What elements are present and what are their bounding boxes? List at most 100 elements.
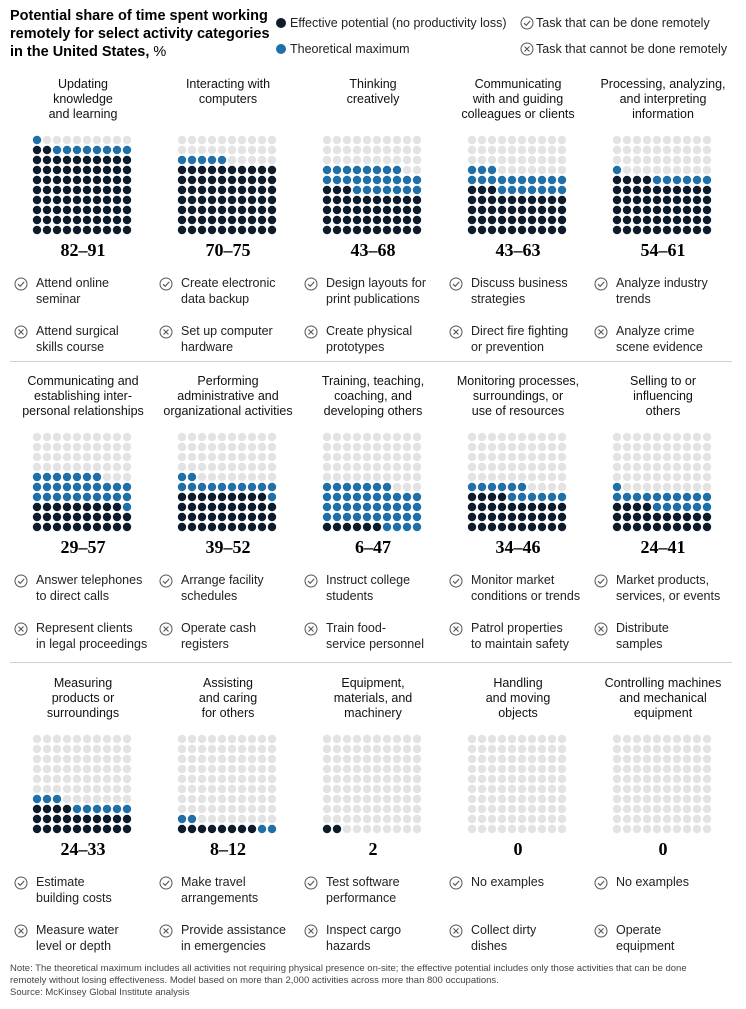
empty-dot xyxy=(187,794,197,804)
empty-dot xyxy=(342,155,352,165)
empty-dot xyxy=(392,784,402,794)
effective-dot xyxy=(467,512,477,522)
theoretical-dot xyxy=(42,472,52,482)
empty-dot xyxy=(187,452,197,462)
empty-dot xyxy=(487,432,497,442)
empty-dot xyxy=(187,734,197,744)
effective-dot xyxy=(62,522,72,532)
theoretical-dot xyxy=(392,492,402,502)
empty-dot xyxy=(702,814,712,824)
empty-dot xyxy=(197,452,207,462)
empty-dot xyxy=(702,462,712,472)
effective-dot xyxy=(217,512,227,522)
effective-dot xyxy=(517,215,527,225)
empty-dot xyxy=(382,462,392,472)
empty-dot xyxy=(227,754,237,764)
effective-dot xyxy=(332,824,342,834)
empty-dot xyxy=(92,442,102,452)
effective-dot xyxy=(227,185,237,195)
empty-dot xyxy=(527,824,537,834)
empty-dot xyxy=(702,482,712,492)
empty-dot xyxy=(662,452,672,462)
empty-dot xyxy=(692,754,702,764)
theoretical-dot xyxy=(702,502,712,512)
empty-dot xyxy=(557,462,567,472)
theoretical-dot xyxy=(702,175,712,185)
effective-dot xyxy=(207,205,217,215)
effective-dot xyxy=(102,814,112,824)
theoretical-dot xyxy=(187,814,197,824)
empty-dot xyxy=(547,462,557,472)
empty-dot xyxy=(177,744,187,754)
task-line: seminar xyxy=(36,292,81,306)
task-line: in emergencies xyxy=(181,939,266,953)
empty-dot xyxy=(612,432,622,442)
category-panel: Communicating with and guiding colleagues … xyxy=(445,77,591,372)
effective-dot xyxy=(197,215,207,225)
legend-remote-no: Task that cannot be done remotely xyxy=(520,41,744,57)
empty-dot xyxy=(92,462,102,472)
empty-dot xyxy=(322,754,332,764)
empty-dot xyxy=(247,794,257,804)
empty-dot xyxy=(82,764,92,774)
empty-dot xyxy=(622,824,632,834)
category-title-line: knowledge xyxy=(53,92,113,106)
theoretical-dot xyxy=(112,145,122,155)
effective-dot xyxy=(237,195,247,205)
empty-dot xyxy=(247,744,257,754)
effective-dot xyxy=(187,492,197,502)
empty-dot xyxy=(682,462,692,472)
category-title-line: surroundings, or xyxy=(472,389,564,403)
empty-dot xyxy=(237,432,247,442)
effective-dot xyxy=(537,225,547,235)
non-remote-task-label: Operate cash registers xyxy=(181,620,301,652)
effective-dot xyxy=(267,175,277,185)
empty-dot xyxy=(372,145,382,155)
empty-dot xyxy=(547,432,557,442)
empty-dot xyxy=(392,734,402,744)
check-circle-icon xyxy=(304,574,318,588)
effective-dot xyxy=(247,205,257,215)
remote-task-label: Instruct college students xyxy=(326,572,446,604)
empty-dot xyxy=(527,452,537,462)
effective-dot xyxy=(467,522,477,532)
effective-dot xyxy=(32,205,42,215)
range-value: 34–46 xyxy=(495,537,541,557)
empty-dot xyxy=(547,764,557,774)
effective-dot xyxy=(537,195,547,205)
remote-task-label: Arrange facility schedules xyxy=(181,572,301,604)
empty-dot xyxy=(652,165,662,175)
effective-dot xyxy=(247,215,257,225)
empty-dot xyxy=(267,155,277,165)
effective-dot xyxy=(187,522,197,532)
empty-dot xyxy=(217,462,227,472)
effective-dot xyxy=(382,195,392,205)
effective-dot xyxy=(112,502,122,512)
empty-dot xyxy=(247,155,257,165)
effective-dot xyxy=(352,215,362,225)
empty-dot xyxy=(477,145,487,155)
empty-dot xyxy=(392,804,402,814)
empty-dot xyxy=(42,432,52,442)
empty-dot xyxy=(692,472,702,482)
empty-dot xyxy=(557,145,567,155)
empty-dot xyxy=(382,824,392,834)
empty-dot xyxy=(352,155,362,165)
theoretical-dot xyxy=(342,502,352,512)
empty-dot xyxy=(692,135,702,145)
range-value: 0 xyxy=(658,839,668,859)
empty-dot xyxy=(382,472,392,482)
empty-dot xyxy=(227,794,237,804)
empty-dot xyxy=(382,734,392,744)
non-remote-task-label: Collect dirty dishes xyxy=(471,922,591,954)
empty-dot xyxy=(517,145,527,155)
effective-dot xyxy=(267,215,277,225)
theoretical-dot xyxy=(392,502,402,512)
empty-dot xyxy=(622,145,632,155)
effective-dot xyxy=(32,814,42,824)
empty-dot xyxy=(527,754,537,764)
category-title: Assisting and caring for others xyxy=(155,676,301,726)
empty-dot xyxy=(342,442,352,452)
effective-dot xyxy=(517,225,527,235)
empty-dot xyxy=(517,794,527,804)
